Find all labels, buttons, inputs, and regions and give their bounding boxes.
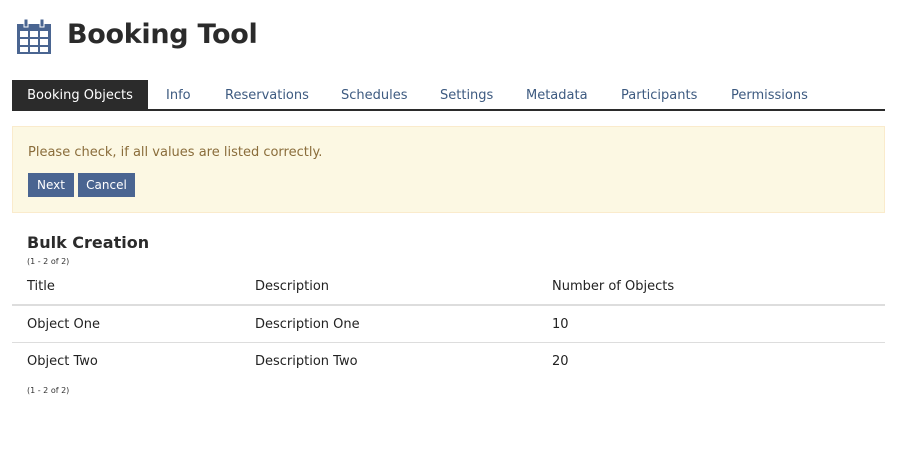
table-header: Title Description Number of Objects <box>12 268 885 305</box>
column-header-title: Title <box>27 279 55 294</box>
tab-metadata[interactable]: Metadata <box>526 88 588 103</box>
divider <box>12 342 885 343</box>
tab-info[interactable]: Info <box>166 88 191 103</box>
tab-settings[interactable]: Settings <box>440 88 494 103</box>
tab-permissions[interactable]: Permissions <box>731 88 808 103</box>
tab-booking-objects[interactable]: Booking Objects <box>12 80 148 109</box>
cell-title: Object One <box>27 317 100 332</box>
cell-description: Description One <box>255 317 360 332</box>
cell-number: 20 <box>552 354 569 369</box>
result-count: (1 - 2 of 2) <box>27 257 70 266</box>
calendar-icon <box>16 18 52 58</box>
confirmation-alert: Please check, if all values are listed c… <box>12 126 885 213</box>
result-count-bottom: (1 - 2 of 2) <box>27 386 70 395</box>
column-header-number: Number of Objects <box>552 279 675 294</box>
divider <box>12 304 885 306</box>
tab-participants[interactable]: Participants <box>621 88 698 103</box>
tab-schedules[interactable]: Schedules <box>341 88 408 103</box>
cell-number: 10 <box>552 317 569 332</box>
cell-description: Description Two <box>255 354 358 369</box>
next-button[interactable]: Next <box>28 173 74 197</box>
tab-reservations[interactable]: Reservations <box>225 88 309 103</box>
page-title: Booking Tool <box>67 19 258 50</box>
cell-title: Object Two <box>27 354 98 369</box>
section-title: Bulk Creation <box>27 233 150 252</box>
tab-bar: Booking Objects Info Reservations Schedu… <box>12 80 885 111</box>
table-row: Object Two Description Two 20 <box>12 343 885 380</box>
column-header-description: Description <box>255 279 330 294</box>
table-row: Object One Description One 10 <box>12 306 885 343</box>
alert-message: Please check, if all values are listed c… <box>28 145 323 160</box>
cancel-button[interactable]: Cancel <box>78 173 135 197</box>
